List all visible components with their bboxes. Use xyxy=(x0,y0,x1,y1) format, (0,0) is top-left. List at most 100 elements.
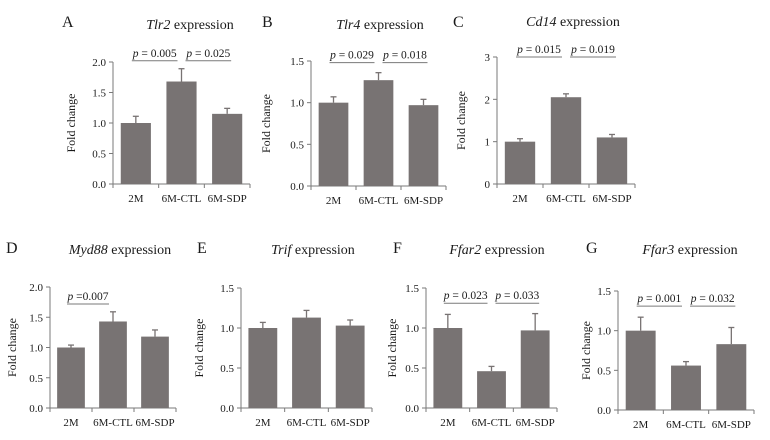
y-tick-label: 1.5 xyxy=(405,283,419,295)
p-symbol: p xyxy=(516,44,523,56)
significance-label: p = 0.032 xyxy=(690,293,735,305)
p-value: = 0.005 xyxy=(138,48,176,60)
bar-2m xyxy=(57,347,85,408)
p-value: = 0.023 xyxy=(449,290,487,302)
title-suffix: expression xyxy=(291,243,354,258)
bar-2m xyxy=(120,123,151,184)
bar-6m-ctl xyxy=(166,81,197,184)
title-gene: Cd14 xyxy=(526,15,556,30)
chart-title: Ffar3 expression xyxy=(641,243,737,258)
y-tick-label: 0.0 xyxy=(29,403,43,415)
p-symbol: p xyxy=(329,50,336,62)
title-gene: Trif xyxy=(271,243,293,258)
p-value: = 0.015 xyxy=(523,44,561,56)
x-tick-label: 6M-CTL xyxy=(472,417,512,429)
panel-e: E Trif expression Fold change 0.0 0.5 1.0 1.5 2… xyxy=(192,240,373,429)
p-symbol: p xyxy=(494,290,501,302)
x-tick-label: 6M-CTL xyxy=(666,419,706,431)
panel-g: G Ffar3 expression Fold change 0.0 0.5 1.0 1.5… xyxy=(579,240,755,431)
y-tick-label: 1.0 xyxy=(29,343,43,355)
panel-letter: A xyxy=(62,14,74,31)
y-tick-label: 1.5 xyxy=(597,286,611,298)
significance-label: p =0.007 xyxy=(67,291,109,303)
y-tick-label: 1.0 xyxy=(290,98,304,110)
chart-title: Cd14 expression xyxy=(526,15,620,30)
x-tick-label: 6M-CTL xyxy=(359,195,399,207)
p-value: = 0.025 xyxy=(192,48,230,60)
x-tick-label: 6M-CTL xyxy=(546,193,586,205)
bar-6m-ctl xyxy=(363,80,394,186)
bar-2m xyxy=(433,328,463,408)
x-tick-label: 6M-SDP xyxy=(592,193,631,205)
y-tick-label: 0.5 xyxy=(92,149,106,161)
p-symbol: p xyxy=(185,48,192,60)
x-tick-label: 2M xyxy=(255,417,271,429)
bar-6m-sdp xyxy=(520,330,550,408)
y-tick-label: 0.5 xyxy=(220,363,234,375)
y-axis-label: Fold change xyxy=(259,94,273,153)
panel-a: A Tlr2 expression Fold change 0.0 0.5 1.0 1.5 2… xyxy=(62,14,251,205)
x-tick-label: 6M-CTL xyxy=(93,417,133,429)
x-tick-label: 6M-SDP xyxy=(135,417,174,429)
y-tick-label: 1.0 xyxy=(405,323,419,335)
panel-letter: D xyxy=(6,240,18,257)
p-value: = 0.032 xyxy=(696,293,734,305)
p-value: = 0.029 xyxy=(336,50,374,62)
p-symbol: p xyxy=(636,293,643,305)
bar-6m-sdp xyxy=(596,137,628,184)
significance-label: p = 0.001 xyxy=(636,293,681,305)
y-tick-label: 1.5 xyxy=(290,56,304,68)
title-gene: Tlr2 xyxy=(146,18,170,33)
y-tick-label: 1.5 xyxy=(29,312,43,324)
panel-letter: C xyxy=(453,14,464,31)
y-tick-label: 1.0 xyxy=(92,118,106,130)
significance-label: p = 0.025 xyxy=(185,48,230,60)
y-tick-label: 0.0 xyxy=(405,403,419,415)
significance-label: p = 0.029 xyxy=(329,50,374,62)
x-tick-label: 6M-SDP xyxy=(208,193,247,205)
x-tick-label: 2M xyxy=(633,419,649,431)
x-tick-label: 6M-CTL xyxy=(287,417,327,429)
x-tick-label: 2M xyxy=(326,195,342,207)
bar-6m-sdp xyxy=(212,113,243,184)
title-suffix: expression xyxy=(481,243,544,258)
title-gene: Myd88 xyxy=(68,243,108,258)
bar-6m-sdp xyxy=(335,325,365,408)
significance-label: p = 0.018 xyxy=(382,50,427,62)
y-tick-label: 0.0 xyxy=(92,179,106,191)
y-tick-label: 2.0 xyxy=(29,282,43,294)
x-tick-label: 6M-SDP xyxy=(331,417,370,429)
chart-title: Ffar2 expression xyxy=(448,243,544,258)
chart-title: Myd88 expression xyxy=(68,243,171,258)
bar-2m xyxy=(504,141,536,184)
bar-2m xyxy=(318,102,349,186)
panel-f: F Ffar2 expression Fold change 0.0 0.5 1.0 1.5… xyxy=(385,240,558,429)
bar-6m-ctl xyxy=(671,365,701,410)
y-tick-label: 0.5 xyxy=(597,365,611,377)
title-suffix: expression xyxy=(108,243,171,258)
bar-2m xyxy=(625,330,656,410)
x-tick-label: 2M xyxy=(63,417,79,429)
panel-c: C Cd14 expression Fold change 0 1 2 3 2M 6M-CTL 6… xyxy=(453,14,636,205)
panel-letter: B xyxy=(262,14,273,31)
title-suffix: expression xyxy=(360,18,423,33)
bar-6m-ctl xyxy=(99,321,127,408)
significance-label: p = 0.033 xyxy=(494,290,539,302)
title-gene: Ffar3 xyxy=(641,243,674,258)
y-tick-label: 0.5 xyxy=(29,373,43,385)
p-value: = 0.001 xyxy=(643,293,681,305)
p-value: =0.007 xyxy=(73,291,108,303)
panel-letter: E xyxy=(197,240,207,257)
x-tick-label: 2M xyxy=(512,193,528,205)
y-axis-label: Fold change xyxy=(454,91,468,150)
y-tick-label: 0 xyxy=(485,179,491,191)
bar-6m-ctl xyxy=(550,97,582,184)
y-axis-label: Fold change xyxy=(192,319,206,378)
y-tick-label: 0.5 xyxy=(405,363,419,375)
chart-title: Trif expression xyxy=(271,243,355,258)
y-tick-label: 0.5 xyxy=(290,139,304,151)
y-tick-label: 1 xyxy=(485,137,491,149)
bar-6m-sdp xyxy=(408,105,439,186)
panel-letter: F xyxy=(393,240,402,257)
